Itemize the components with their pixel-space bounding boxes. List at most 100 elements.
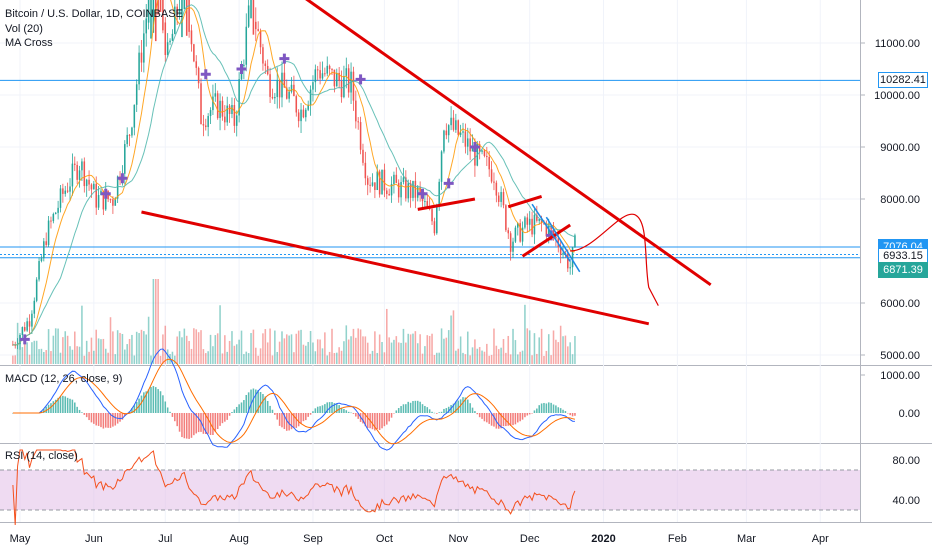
macd-bar: [100, 413, 102, 428]
volume-bar: [483, 351, 486, 364]
macd-bar: [376, 413, 379, 430]
macd-bar: [85, 413, 88, 418]
candle-body: [169, 40, 171, 43]
macd-legend: MACD (12, 26, close, 9): [5, 373, 123, 385]
macd-bar: [288, 413, 290, 431]
macd-bar: [195, 413, 198, 434]
volume-bar: [152, 279, 155, 364]
candle-body: [212, 96, 214, 111]
volume-bar: [505, 352, 507, 364]
macd-bar: [228, 413, 231, 416]
candle-body: [21, 327, 24, 335]
volume-bar: [331, 328, 333, 364]
ma-fast-line: [12, 0, 575, 346]
macd-bar: [400, 406, 402, 413]
macd-bar: [238, 404, 240, 413]
macd-bar: [185, 413, 188, 439]
macd-bar: [290, 413, 293, 430]
macd-bar: [164, 401, 167, 413]
volume-bar: [333, 352, 336, 364]
candle-body: [28, 321, 31, 327]
volume-bar: [557, 342, 560, 364]
candle-body: [62, 188, 64, 194]
candle-body: [116, 176, 119, 199]
volume-bar: [135, 331, 138, 364]
candle-body: [178, 9, 181, 16]
macd-bar: [364, 413, 367, 427]
volume-bar: [262, 333, 264, 364]
volume-bar: [47, 329, 50, 364]
candle-body: [481, 150, 483, 152]
macd-bar: [135, 401, 138, 413]
volume-bar: [459, 336, 462, 364]
macd-histogram: [12, 386, 576, 439]
macd-bar: [374, 413, 376, 431]
volume-bar: [181, 337, 183, 364]
volume-bar: [35, 340, 38, 364]
macd-bar: [69, 398, 71, 413]
candle-body: [59, 188, 62, 208]
chart-title: Bitcoin / U.S. Dollar, 1D, COINBASE: [5, 8, 183, 20]
volume-bar: [90, 337, 93, 364]
volume-bar: [352, 328, 355, 364]
volume-bar: [100, 339, 102, 364]
macd-bar: [519, 413, 521, 422]
macd-bar: [169, 411, 171, 413]
candle-body: [495, 182, 498, 196]
candle-body: [445, 130, 448, 136]
macd-bar: [490, 413, 493, 426]
candle-body: [502, 192, 505, 206]
volume-bar: [462, 352, 464, 364]
volume-bar: [221, 353, 224, 364]
macd-bar: [357, 413, 359, 419]
volume-bar: [571, 354, 574, 364]
volume-bar: [383, 352, 386, 364]
candle-body: [459, 132, 462, 135]
cross-marker: [117, 173, 128, 184]
macd-bar: [514, 413, 517, 425]
candle-body: [362, 149, 364, 163]
volume-bar: [283, 338, 286, 364]
macd-bar: [545, 403, 548, 413]
volume-bar: [171, 351, 174, 364]
volume-bar: [205, 353, 207, 364]
macd-bar: [326, 402, 329, 413]
volume-bar: [366, 342, 369, 364]
volume-bars: [12, 279, 576, 364]
volume-bar: [245, 351, 248, 364]
candle-body: [226, 105, 228, 123]
volume-bar: [574, 336, 576, 364]
candle-body: [533, 214, 536, 235]
volume-bar: [240, 330, 243, 364]
candle-body: [200, 83, 202, 125]
macd-bar: [269, 405, 271, 413]
candle-body: [281, 72, 283, 98]
candle-body: [300, 109, 302, 122]
volume-bar: [335, 352, 338, 364]
volume-bar: [266, 342, 269, 364]
x-tick-label: Sep: [303, 533, 323, 545]
volume-bar: [426, 335, 429, 364]
volume-bar: [147, 316, 150, 364]
y-tick-label: 11000.00: [875, 38, 920, 50]
candle-body: [340, 80, 343, 98]
macd-bar: [250, 389, 252, 413]
macd-bar: [445, 408, 448, 413]
macd-bar: [93, 413, 95, 424]
volume-bar: [364, 336, 367, 364]
volume-bar: [409, 334, 412, 364]
macd-bar: [543, 402, 545, 413]
volume-bar: [517, 354, 519, 364]
macd-bar: [150, 387, 152, 413]
macd-bar: [412, 401, 414, 413]
volume-bar: [193, 328, 195, 364]
blue-trend-line-2: [531, 203, 571, 262]
macd-bar: [62, 395, 64, 413]
macd-bar: [45, 406, 47, 413]
volume-bar: [428, 335, 431, 364]
candle-body: [252, 0, 255, 35]
macd-bar: [176, 413, 178, 427]
volume-bar: [112, 331, 114, 364]
candle-body: [285, 87, 288, 99]
